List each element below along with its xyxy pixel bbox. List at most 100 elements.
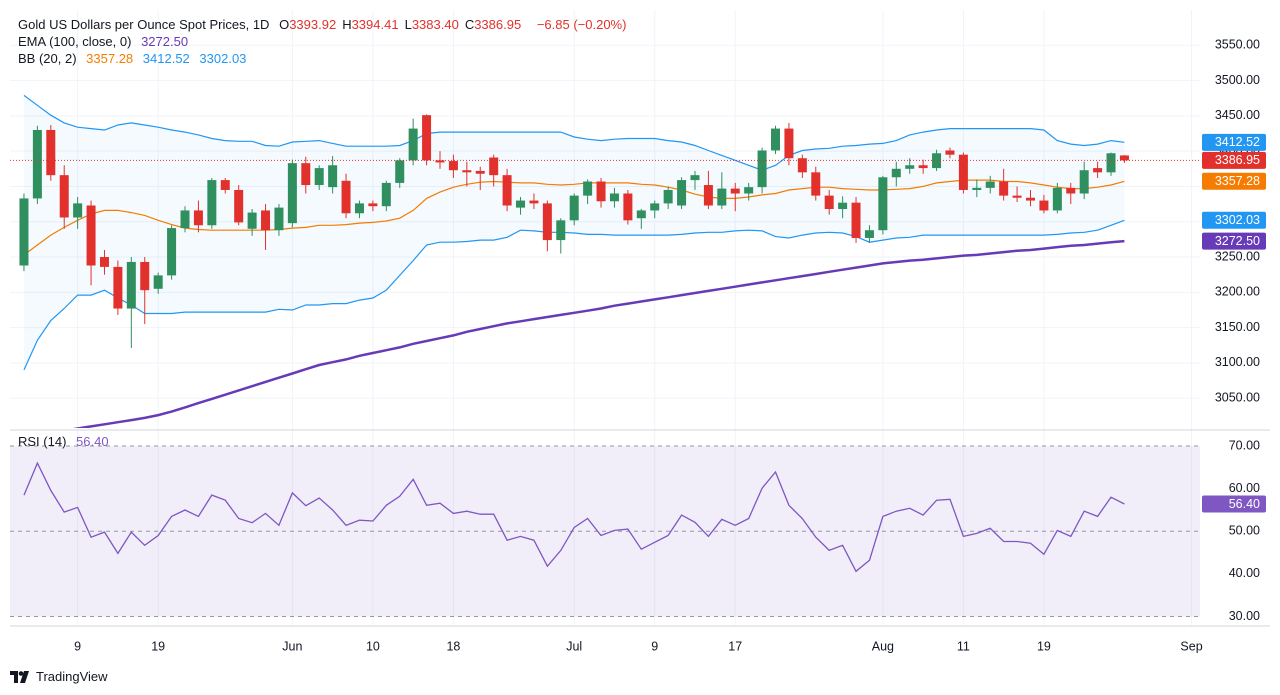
candle-body xyxy=(1052,187,1062,211)
candle-body xyxy=(247,212,257,229)
candle-body xyxy=(771,128,781,151)
candle-body xyxy=(153,275,163,289)
candle-body xyxy=(462,170,472,173)
quote-value: 3393.92 xyxy=(289,17,337,32)
brand-name: TradingView xyxy=(36,669,108,684)
quote-value: 3386.95 xyxy=(474,17,522,32)
legend-main: Gold US Dollars per Ounce Spot Prices, 1… xyxy=(18,17,632,32)
candle-body xyxy=(878,177,888,231)
rsi-line xyxy=(23,461,1125,573)
candle-body xyxy=(301,163,311,186)
candle-body xyxy=(609,193,619,202)
quote-value: 3383.40 xyxy=(411,17,459,32)
rsi-tick-label: 40.00 xyxy=(1229,566,1260,580)
candle-body xyxy=(851,202,861,238)
indicator-value: 3302.03 xyxy=(199,51,247,66)
candle-body xyxy=(542,203,552,241)
indicator-value: 3412.52 xyxy=(142,51,190,66)
indicator-value: 3272.50 xyxy=(141,34,189,49)
price-badge-label: 3272.50 xyxy=(1215,234,1260,248)
candle-body xyxy=(650,203,660,211)
candle-body xyxy=(32,129,42,199)
candle-body xyxy=(86,205,96,266)
indicator-name: BB (20, 2) xyxy=(18,51,77,66)
price-badge xyxy=(1202,133,1266,151)
x-tick-label: 19 xyxy=(1037,639,1051,653)
indicator-name: RSI (14) xyxy=(18,434,67,449)
candle-body xyxy=(261,210,271,231)
x-tick-label: 10 xyxy=(366,639,380,653)
candle-body xyxy=(529,200,539,204)
indicator-value: 3357.28 xyxy=(86,51,134,66)
quote-key: L xyxy=(404,17,412,32)
candle-body xyxy=(717,188,727,206)
y-tick-label: 3150.00 xyxy=(1215,320,1260,334)
candle-body xyxy=(663,189,673,204)
price-badge-label: 3412.52 xyxy=(1215,135,1260,149)
candle-body xyxy=(341,180,351,214)
price-badge xyxy=(1202,151,1266,169)
candle-body xyxy=(757,150,767,188)
candle-body xyxy=(945,150,955,155)
quote: O3393.92 H3394.41 L3383.40 C3386.95 xyxy=(279,17,527,32)
candle-body xyxy=(368,203,378,207)
candle-body xyxy=(569,195,579,221)
legend-ema: EMA (100, close, 0) 3272.50 xyxy=(18,34,194,49)
price-badge-label: 3386.95 xyxy=(1215,153,1260,167)
candle-body xyxy=(113,266,123,309)
candle-body xyxy=(985,181,995,188)
indicator-line xyxy=(23,219,1125,371)
candle-body xyxy=(314,168,324,186)
candle-body xyxy=(623,193,633,221)
price-badge-label: 3302.03 xyxy=(1215,213,1260,227)
candle-body xyxy=(596,181,606,202)
x-tick-label: Jun xyxy=(282,639,302,653)
quote-key: H xyxy=(342,17,352,32)
candle-body xyxy=(1012,195,1022,198)
candle-body xyxy=(46,129,56,176)
rsi-tick-label: 30.00 xyxy=(1229,609,1260,623)
price-badge xyxy=(1202,495,1266,513)
candle-body xyxy=(193,210,203,226)
y-tick-label: 3500.00 xyxy=(1215,73,1260,87)
y-tick-label: 3250.00 xyxy=(1215,249,1260,263)
candle-body xyxy=(19,198,29,266)
quote-value: 3394.41 xyxy=(351,17,399,32)
candle-body xyxy=(1106,153,1116,173)
y-tick-label: 3200.00 xyxy=(1215,285,1260,299)
candle-body xyxy=(838,202,848,210)
candle-body xyxy=(690,175,700,181)
candle-body xyxy=(475,170,485,174)
candle-body xyxy=(730,188,740,194)
candle-body xyxy=(448,161,458,171)
price-badge xyxy=(1202,172,1266,190)
candle-body xyxy=(703,185,713,206)
candle-body xyxy=(744,187,754,194)
candle-body xyxy=(99,257,109,267)
x-tick-label: 19 xyxy=(151,639,165,653)
indicator-line xyxy=(72,239,1125,428)
price-badge-label: 3357.28 xyxy=(1215,174,1260,188)
price-badge xyxy=(1202,232,1266,250)
candle-body xyxy=(556,220,566,241)
candle-body xyxy=(891,168,901,178)
x-tick-label: 9 xyxy=(74,639,81,653)
candle-body xyxy=(1119,155,1129,161)
x-tick-label: 18 xyxy=(446,639,460,653)
legend-rsi: RSI (14) 56.40 xyxy=(18,434,115,449)
indicator-value: 56.40 xyxy=(76,434,109,449)
rsi-tick-label: 70.00 xyxy=(1229,438,1260,452)
rsi-tick-label: 50.00 xyxy=(1229,524,1260,538)
legend-bb: BB (20, 2) 3357.28 3412.52 3302.03 xyxy=(18,51,252,66)
indicator-line xyxy=(23,94,1125,171)
quote-key: O xyxy=(279,17,290,32)
symbol-title: Gold US Dollars per Ounce Spot Prices, 1… xyxy=(18,17,270,32)
price-badge-label: 56.40 xyxy=(1229,497,1260,511)
candle-body xyxy=(140,261,150,291)
branding: TradingView xyxy=(10,669,108,684)
candle-body xyxy=(435,160,445,163)
y-tick-label: 3100.00 xyxy=(1215,355,1260,369)
y-tick-label: 3550.00 xyxy=(1215,38,1260,52)
